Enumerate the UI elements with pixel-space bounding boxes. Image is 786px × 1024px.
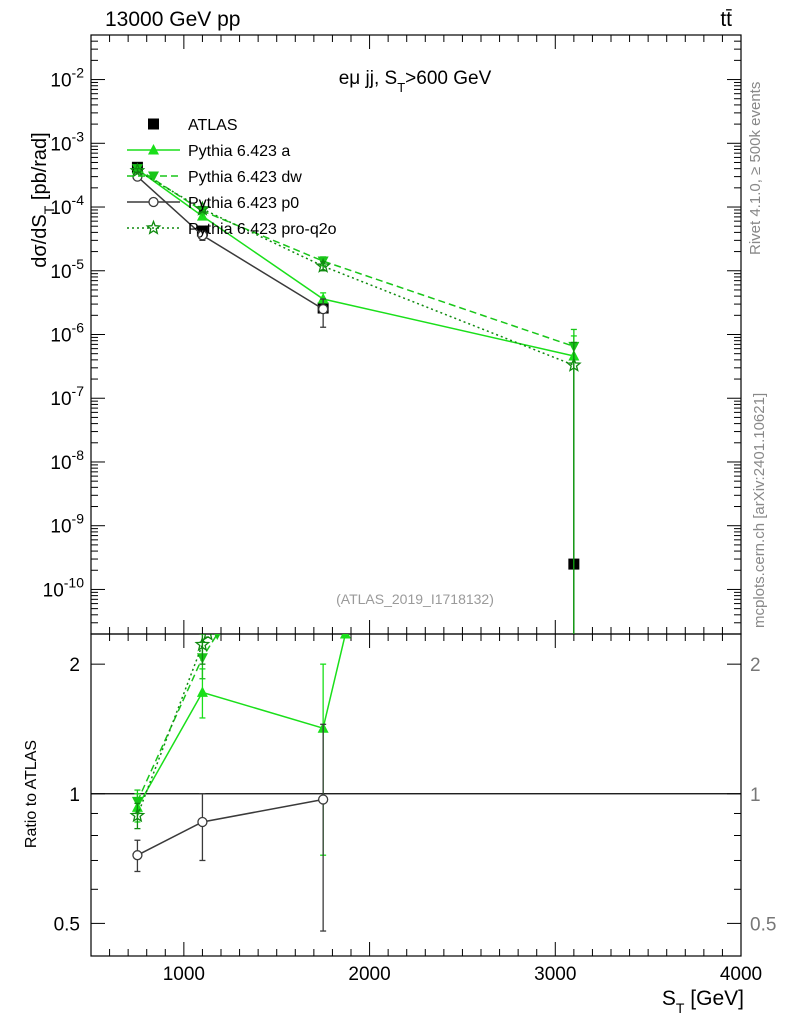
ratio-data-point: [132, 850, 143, 861]
main-data-point: [315, 257, 332, 273]
ratio-axis-ticks: 1000 2000 3000 4000 0.5 0.5 1 1 2 2: [54, 634, 776, 985]
legend-item: Pythia 6.423 a: [127, 143, 290, 160]
ratio-y-tick-label-right: 2: [750, 655, 761, 676]
main-series-line: [136, 168, 575, 357]
x-axis-label: ST [GeV]: [662, 987, 744, 1016]
mcplots-label: mcplots.cern.ch [arXiv:2401.10621]: [751, 393, 768, 628]
main-axis-ticks: 10-10 10-9 10-8 10-7 10-6 10-5 10-4 10-3 10-2: [43, 34, 742, 635]
main-data-point: [194, 200, 211, 216]
legend-item: Pythia 6.423 dw: [127, 169, 302, 186]
ratio-y-tick-label-right: 1: [750, 785, 761, 806]
legend-item: Pythia 6.423 p0: [127, 195, 299, 212]
main-data-point: [129, 162, 146, 178]
main-y-tick-label: 10-3: [50, 128, 84, 155]
ratio-series-line: [136, 634, 347, 808]
ratio-panel-frame: [90, 633, 742, 957]
main-data-point: [317, 303, 329, 315]
x-tick-label: 4000: [720, 964, 762, 985]
main-data-point: [317, 293, 329, 304]
main-y-tick-label: 10-7: [50, 383, 84, 410]
ratio-data-point: [129, 807, 146, 823]
ratio-data-point: [196, 686, 208, 697]
header-collision-label: 13000 GeV pp: [105, 8, 240, 31]
main-y-tick-label: 10-8: [50, 447, 84, 474]
analysis-label: (ATLAS_2019_I1718132): [336, 591, 494, 607]
ratio-y-tick-label: 0.5: [54, 914, 80, 935]
ratio-y-tick-label-right: 0.5: [750, 914, 776, 935]
ratio-series-pythia-6-423-a: [131, 634, 351, 856]
main-y-tick-label: 10-5: [50, 256, 84, 283]
x-tick-label: 2000: [348, 964, 390, 985]
legend-label: Pythia 6.423 a: [188, 143, 290, 160]
main-y-tick-label: 10-6: [50, 320, 84, 347]
ratio-y-axis-label: Ratio to ATLAS: [23, 740, 40, 848]
main-y-tick-label: 10-10: [43, 574, 85, 601]
legend-label: ATLAS: [188, 117, 238, 134]
main-series-pythia-6-423-pro-q2o: [129, 162, 582, 634]
ratio-data-point: [214, 634, 221, 640]
legend-marker: [148, 144, 159, 155]
ratio-data-point: [317, 794, 329, 805]
legend-label: Pythia 6.423 dw: [188, 169, 302, 186]
ratio-series-pythia-6-423-dw: [131, 634, 221, 815]
ratio-series-line: [137, 798, 324, 856]
legend-marker: [148, 196, 159, 208]
legend-item: ATLAS: [148, 117, 238, 134]
main-y-tick-label: 10-2: [50, 65, 84, 92]
rivet-version-label: Rivet 4.1.0, ≥ 500k events: [747, 82, 764, 255]
ratio-data-point: [197, 816, 208, 828]
legend-marker: [148, 171, 159, 182]
main-y-tick-label: 10-4: [50, 192, 84, 219]
legend-marker: [148, 118, 159, 130]
ratio-y-tick-label: 2: [69, 655, 80, 676]
main-y-tick-label: 10-9: [50, 511, 84, 538]
ratio-data-point: [203, 634, 213, 641]
ratio-data-point: [339, 634, 351, 639]
header-process-label: tt̄: [720, 8, 732, 31]
ratio-y-tick-label: 1: [69, 785, 80, 806]
plot-title: eμ jj, ST>600 GeV: [339, 68, 492, 95]
ratio-series-pythia-6-423-p0: [132, 723, 329, 932]
x-tick-label: 1000: [163, 964, 205, 985]
legend: ATLAS Pythia 6.423 a Pythia 6.423 dw Pythia…: [127, 117, 337, 238]
legend-label: Pythia 6.423 p0: [188, 195, 299, 212]
legend-marker: [145, 219, 162, 235]
legend-label: Pythia 6.423 pro-q2o: [188, 221, 337, 238]
main-series-line: [136, 168, 575, 348]
main-data-point: [197, 230, 208, 241]
ratio-series-pythia-6-423-pro-q2o: [129, 634, 213, 830]
ratio-data-point: [194, 636, 211, 652]
legend-item: Pythia 6.423 pro-q2o: [127, 219, 337, 238]
ratio-series-group: [129, 634, 351, 932]
x-tick-label: 3000: [534, 964, 576, 985]
main-series-group: [129, 161, 582, 634]
ratio-data-point: [131, 796, 143, 808]
main-data-point: [566, 356, 582, 372]
